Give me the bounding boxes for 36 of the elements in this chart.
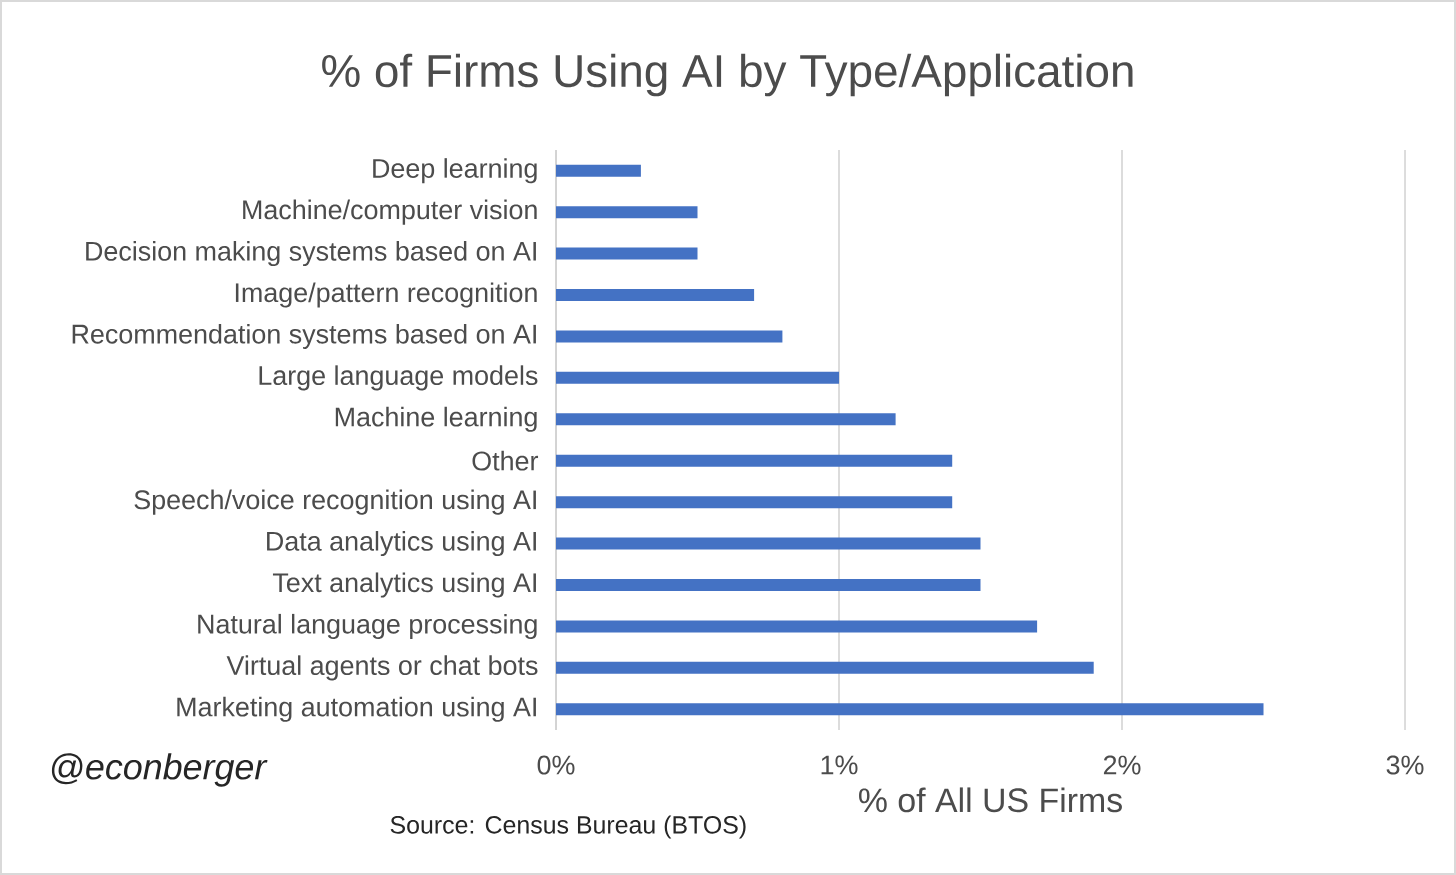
bar (556, 289, 755, 301)
y-tick-label: Recommendation systems based on AI (72, 323, 536, 349)
bar (556, 661, 1094, 674)
y-tick-label: Deep learning (373, 158, 537, 184)
y-tick-label: Natural language processing (198, 613, 537, 639)
y-tick-label: Text analytics using AI (272, 572, 536, 598)
bar (556, 620, 1038, 633)
bar (556, 496, 953, 509)
y-tick-label: Virtual agents or chat bots (226, 655, 538, 681)
bar (556, 371, 839, 384)
chart-title: % of Firms Using AI by Type/Application (322, 53, 1133, 97)
bar (556, 247, 698, 260)
text: @econberger (51, 753, 268, 787)
bar (556, 454, 953, 467)
bar (556, 206, 698, 219)
bar (556, 164, 641, 177)
y-tick-label: Speech/voice recognition using AI (134, 489, 536, 515)
x-axis-title: % of All US Firms (859, 787, 1122, 813)
bar (556, 579, 981, 591)
y-tick-label: Machine/computer vision (243, 199, 537, 225)
y-tick-label: Decision making systems based on AI (86, 241, 536, 267)
x-tick-label: 2% (1103, 755, 1141, 775)
bar (556, 330, 783, 343)
y-tick-label: Machine learning (335, 406, 537, 432)
x-tick-label: 0% (537, 755, 575, 775)
bar (556, 413, 896, 426)
y-tick-label: Other (472, 450, 539, 471)
x-tick-label: 3% (1386, 755, 1424, 775)
y-tick-label: Data analytics using AI (267, 531, 536, 557)
y-tick-label: Large language models (259, 365, 538, 391)
x-tick-label: 1% (821, 755, 858, 775)
bar (556, 703, 1264, 716)
bar (556, 537, 981, 550)
y-tick-label: Marketing automation using AI (177, 696, 536, 722)
source-note: Source: Census Bureau (BTOS) (390, 815, 746, 839)
y-tick-label: Image/pattern recognition (235, 282, 537, 308)
